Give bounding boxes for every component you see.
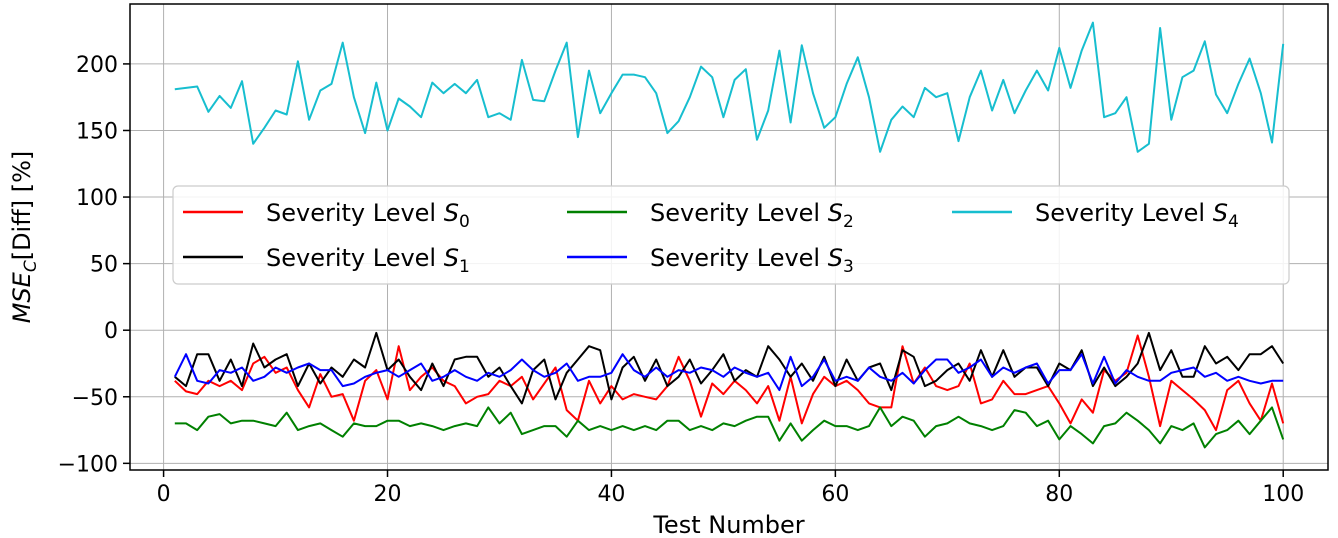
series-line-s1 — [174, 331, 1285, 405]
series-line-s2 — [174, 406, 1285, 449]
y-tick-label: 50 — [90, 253, 118, 278]
y-axis-label-suffix: [Diff] [%] — [8, 151, 36, 261]
y-tick-label: 200 — [76, 53, 118, 78]
x-tick-label: 40 — [597, 482, 625, 507]
legend-label-s1: Severity Level S1 — [266, 244, 470, 277]
y-axis-label-subscript: C — [21, 260, 41, 272]
series-line-s4 — [174, 21, 1285, 153]
y-tick-label: 150 — [76, 119, 118, 144]
legend-label-s3: Severity Level S3 — [650, 244, 854, 277]
y-tick-label: −100 — [58, 452, 118, 477]
data-series-lines — [173, 21, 1285, 449]
legend-box — [172, 185, 1290, 285]
x-tick-label: 0 — [157, 482, 171, 507]
y-axis-label-base: MSE — [8, 271, 36, 323]
series-line-s0 — [174, 334, 1285, 432]
axis-ticks: 0 20 40 60 80 100 −100 −50 0 50 100 150 200 — [58, 53, 1305, 507]
y-tick-label: 0 — [104, 319, 118, 344]
legend-label-s2: Severity Level S2 — [650, 199, 854, 232]
x-tick-label: 80 — [1045, 482, 1073, 507]
x-tick-label: 60 — [821, 482, 849, 507]
legend: Severity Level S0 Severity Level S1 Severi… — [172, 185, 1290, 285]
x-tick-label: 20 — [374, 482, 402, 507]
legend-label-s0: Severity Level S0 — [266, 199, 470, 232]
legend-label-s4: Severity Level S4 — [1035, 199, 1239, 232]
x-axis-label: Test Number — [652, 511, 804, 538]
y-axis-label: MSEC[Diff] [%] — [8, 151, 41, 324]
series-line-s3 — [173, 353, 1284, 392]
plot-frame — [129, 3, 1329, 471]
x-tick-label: 100 — [1262, 482, 1304, 507]
y-tick-label: 100 — [76, 186, 118, 211]
y-tick-label: −50 — [72, 386, 118, 411]
